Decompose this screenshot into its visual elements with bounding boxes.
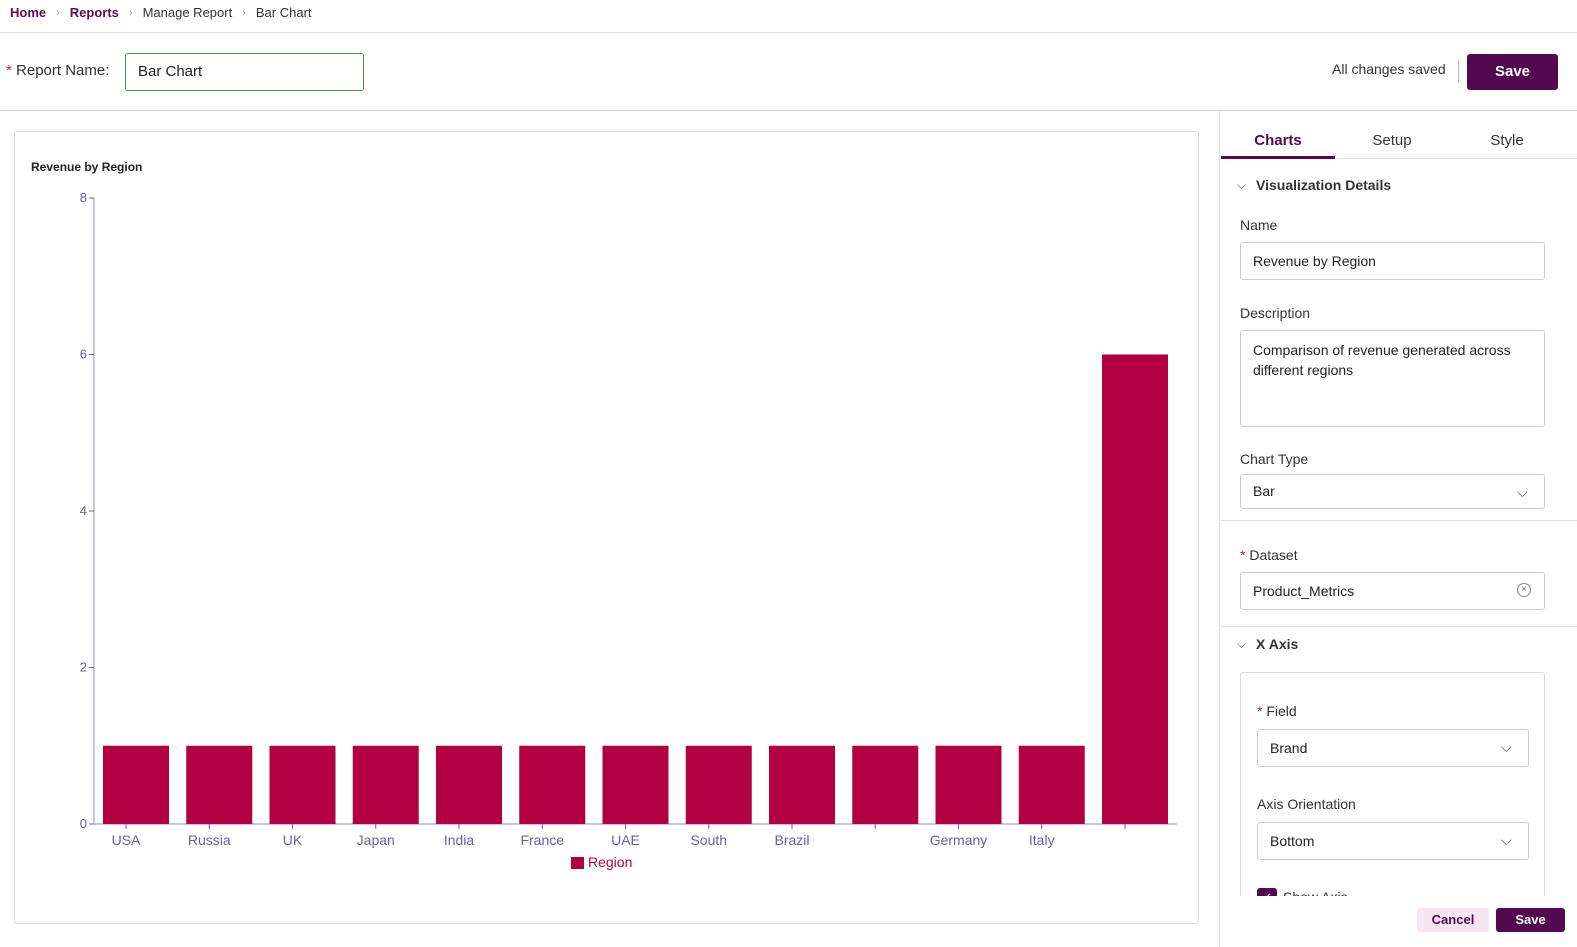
chevron-right-icon: › [56, 6, 60, 19]
bar [519, 745, 586, 824]
dataset-label-text: Dataset [1249, 547, 1298, 563]
breadcrumb-manage-report[interactable]: Manage Report [142, 5, 233, 20]
tab-charts[interactable]: Charts [1254, 132, 1302, 149]
y-tick-label: 8 [80, 190, 87, 205]
clear-icon[interactable]: × [1517, 583, 1531, 597]
bar [685, 745, 752, 824]
divider [0, 32, 1577, 33]
x-tick-label: South [690, 832, 727, 848]
bar [852, 745, 919, 824]
bar [436, 745, 502, 824]
axis-orientation-label: Axis Orientation [1257, 796, 1356, 812]
settings-panel [1219, 111, 1577, 947]
y-tick-label: 6 [80, 347, 87, 362]
breadcrumb-reports[interactable]: Reports [69, 5, 119, 20]
dataset-select[interactable]: Product_Metrics [1240, 572, 1545, 610]
divider [0, 110, 1577, 111]
y-tick-label: 4 [80, 503, 87, 518]
name-input[interactable]: Revenue by Region [1240, 242, 1545, 280]
axis-orientation-select[interactable]: Bottom [1257, 822, 1529, 860]
chart-type-select[interactable]: Bar [1240, 474, 1545, 509]
field-label: * Field [1257, 703, 1297, 719]
legend-swatch [571, 857, 584, 869]
chevron-down-icon[interactable]: ⌵ [1501, 739, 1512, 755]
divider [1458, 60, 1459, 82]
bar [103, 745, 169, 824]
bar [1018, 745, 1085, 824]
bar-chart: 0 2 4 6 8 USA Russia UK Japan India France UAE South… [80, 190, 1177, 870]
divider [1221, 520, 1577, 521]
chevron-right-icon: › [128, 6, 133, 19]
tab-setup[interactable]: Setup [1372, 132, 1412, 149]
legend-label: Region [588, 854, 632, 870]
description-label: Description [1240, 305, 1311, 321]
dataset-label: * Dataset [1240, 547, 1298, 563]
x-tick-label: Brazil [774, 832, 809, 848]
tab-style[interactable]: Style [1490, 132, 1524, 149]
bar [1102, 354, 1168, 824]
breadcrumb: Home › Reports › Manage Report › Bar Chart [10, 5, 312, 20]
bar [186, 745, 253, 824]
x-tick-label: Germany [930, 832, 988, 848]
bar [935, 745, 1002, 824]
x-tick-label: Russia [188, 832, 231, 848]
y-tick-label: 0 [80, 816, 87, 831]
chevron-down-icon[interactable]: ⌵ [1237, 178, 1247, 192]
breadcrumb-home[interactable]: Home [10, 5, 47, 20]
chevron-down-icon[interactable]: ⌵ [1517, 484, 1528, 500]
chevron-down-icon[interactable]: ⌵ [1237, 637, 1247, 651]
divider [1221, 158, 1577, 159]
x-tick-label: Japan [357, 832, 395, 848]
name-label: Name [1240, 217, 1278, 233]
bar [602, 745, 669, 824]
bar [769, 745, 835, 824]
panel-save-button[interactable]: Save [1496, 908, 1565, 932]
chevron-down-icon[interactable]: ⌵ [1501, 832, 1512, 848]
breadcrumb-current: Bar Chart [255, 5, 312, 20]
x-tick-label: UAE [611, 832, 640, 848]
field-select[interactable]: Brand [1257, 729, 1529, 767]
save-status: All changes saved [1332, 61, 1446, 77]
y-tick-label: 2 [80, 660, 87, 675]
x-axis-card: * Field Brand ⌵ Axis Orientation Bottom … [1240, 672, 1545, 902]
report-name-input[interactable]: Bar Chart [125, 53, 364, 91]
x-tick-label: USA [112, 832, 141, 848]
x-tick-label: India [444, 832, 475, 848]
bar [352, 745, 419, 824]
section-x-axis[interactable]: X Axis [1256, 636, 1299, 652]
x-tick-label: UK [283, 832, 303, 848]
report-name-label: * Report Name: [6, 62, 110, 79]
divider [1221, 626, 1577, 627]
chevron-right-icon: › [242, 6, 246, 19]
x-tick-label: France [520, 832, 564, 848]
chart-title: Revenue by Region [31, 160, 143, 174]
field-label-text: Field [1266, 703, 1297, 719]
x-tick-label: Italy [1029, 832, 1055, 848]
bar [269, 745, 336, 824]
active-tab-indicator [1221, 156, 1335, 159]
chart-card [14, 131, 1199, 924]
chart-type-label: Chart Type [1240, 451, 1309, 467]
description-textarea[interactable]: Comparison of revenue generated across d… [1240, 330, 1545, 427]
save-button[interactable]: Save [1467, 54, 1558, 90]
section-visualization-details[interactable]: Visualization Details [1256, 177, 1392, 193]
report-name-label-text: Report Name: [16, 62, 110, 79]
cancel-button[interactable]: Cancel [1417, 908, 1489, 932]
